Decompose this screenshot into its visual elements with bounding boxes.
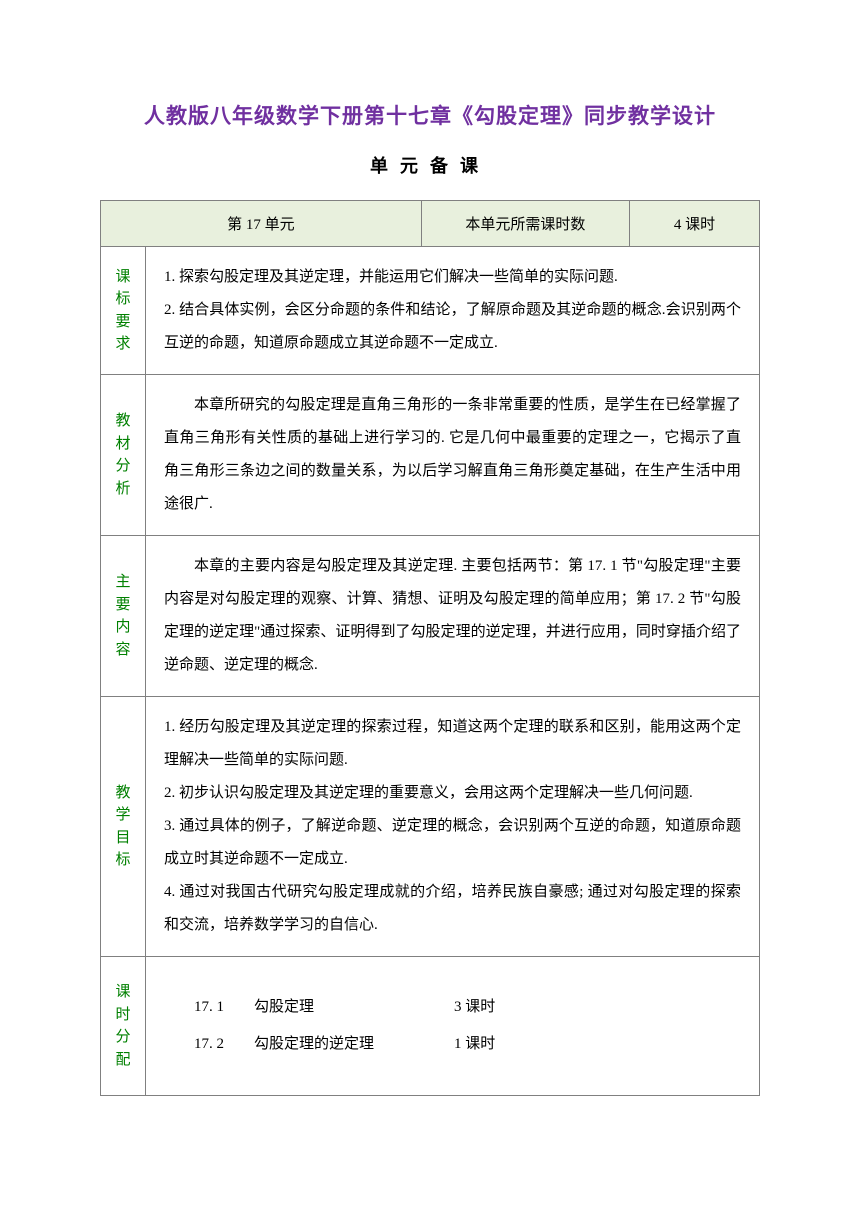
curriculum-requirements-row: 课 标 要 求 1. 探索勾股定理及其逆定理，并能运用它们解决一些简单的实际问题… [101, 247, 760, 375]
document-subtitle: 单元备课 [100, 152, 760, 178]
kebiao-content: 1. 探索勾股定理及其逆定理，并能运用它们解决一些简单的实际问题. 2. 结合具… [146, 247, 760, 375]
kebiao-label: 课 标 要 求 [101, 247, 146, 375]
schedule-hours-2: 1 课时 [454, 1028, 534, 1061]
table-header-row: 第 17 单元 本单元所需课时数 4 课时 [101, 201, 760, 247]
schedule-num-2: 17. 2 [164, 1028, 254, 1061]
lesson-plan-table: 第 17 单元 本单元所需课时数 4 课时 课 标 要 求 1. 探索勾股定理及… [100, 200, 760, 1096]
schedule-row: 课 时 分 配 17. 1 勾股定理 3 课时 17. 2 勾股定理的逆定理 1… [101, 957, 760, 1096]
jiaoxue-label: 教 学 目 标 [101, 697, 146, 957]
document-title: 人教版八年级数学下册第十七章《勾股定理》同步教学设计 [100, 100, 760, 130]
zhuyao-content: 本章的主要内容是勾股定理及其逆定理. 主要包括两节：第 17. 1 节"勾股定理… [146, 536, 760, 697]
schedule-hours-1: 3 课时 [454, 991, 534, 1024]
jiaocai-label: 教 材 分 析 [101, 375, 146, 536]
keshi-label: 课 时 分 配 [101, 957, 146, 1096]
textbook-analysis-row: 教 材 分 析 本章所研究的勾股定理是直角三角形的一条非常重要的性质，是学生在已… [101, 375, 760, 536]
jiaocai-content: 本章所研究的勾股定理是直角三角形的一条非常重要的性质，是学生在已经掌握了直角三角… [146, 375, 760, 536]
hours-value-cell: 4 课时 [630, 201, 760, 247]
teaching-objectives-row: 教 学 目 标 1. 经历勾股定理及其逆定理的探索过程，知道这两个定理的联系和区… [101, 697, 760, 957]
schedule-name-2: 勾股定理的逆定理 [254, 1028, 454, 1061]
unit-number-cell: 第 17 单元 [101, 201, 422, 247]
schedule-name-1: 勾股定理 [254, 991, 454, 1024]
main-content-row: 主 要 内 容 本章的主要内容是勾股定理及其逆定理. 主要包括两节：第 17. … [101, 536, 760, 697]
keshi-content: 17. 1 勾股定理 3 课时 17. 2 勾股定理的逆定理 1 课时 [146, 957, 760, 1096]
hours-label-cell: 本单元所需课时数 [421, 201, 629, 247]
jiaoxue-content: 1. 经历勾股定理及其逆定理的探索过程，知道这两个定理的联系和区别，能用这两个定… [146, 697, 760, 957]
schedule-num-1: 17. 1 [164, 991, 254, 1024]
zhuyao-label: 主 要 内 容 [101, 536, 146, 697]
